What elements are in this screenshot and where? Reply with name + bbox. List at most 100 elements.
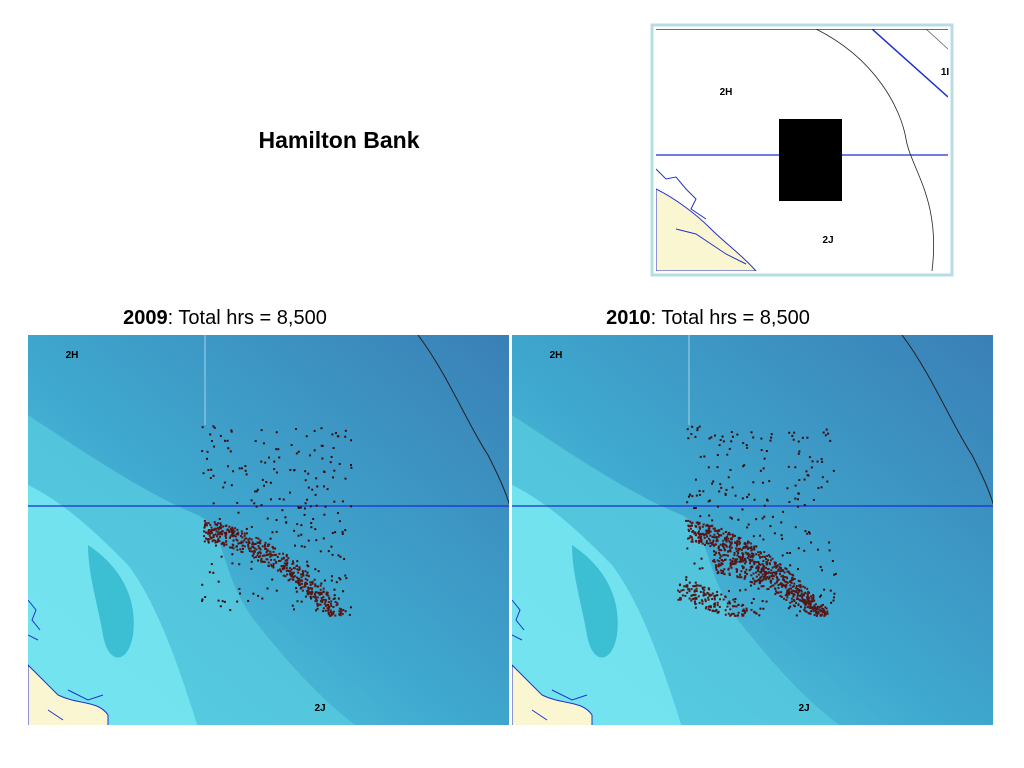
effort-dot: [713, 596, 716, 599]
effort-dot: [760, 575, 763, 578]
effort-dot: [679, 583, 682, 586]
effort-dot: [215, 544, 218, 547]
effort-dot: [749, 584, 752, 587]
effort-dot: [292, 578, 295, 581]
effort-dot: [746, 573, 749, 576]
effort-dot: [265, 547, 268, 550]
effort-dot: [694, 435, 697, 438]
effort-dot: [782, 578, 785, 581]
effort-dot: [275, 448, 278, 451]
effort-dot: [689, 527, 692, 530]
effort-dot: [740, 549, 743, 552]
effort-dot: [826, 480, 829, 483]
effort-dot: [685, 519, 688, 522]
effort-dot: [691, 594, 694, 597]
effort-dot: [694, 581, 697, 584]
effort-dot: [731, 612, 734, 615]
effort-dot: [817, 487, 820, 490]
effort-dot: [757, 554, 760, 557]
effort-dot: [306, 560, 309, 563]
effort-dot: [750, 601, 753, 604]
effort-dot: [749, 568, 752, 571]
effort-dot: [783, 579, 786, 582]
effort-dot: [260, 460, 263, 463]
effort-dot: [304, 470, 307, 473]
effort-dot: [343, 557, 346, 560]
effort-dot: [798, 610, 801, 613]
effort-dot: [784, 586, 787, 589]
effort-dot: [722, 546, 725, 549]
effort-dot: [825, 607, 828, 610]
effort-dot: [694, 593, 697, 596]
coast: [512, 599, 588, 721]
effort-dot: [717, 565, 720, 568]
effort-dot: [774, 561, 777, 564]
effort-dot: [236, 539, 239, 542]
effort-dot: [711, 519, 714, 522]
effort-dot: [316, 599, 319, 602]
effort-dot: [750, 545, 753, 548]
effort-dot: [716, 594, 719, 597]
effort-dot: [253, 556, 256, 559]
effort-dot: [803, 549, 806, 552]
effort-dot: [300, 545, 303, 548]
effort-dot: [284, 575, 287, 578]
effort-dot: [817, 612, 820, 615]
map-body: [28, 335, 509, 725]
effort-dot: [275, 553, 278, 556]
effort-dot: [214, 541, 217, 544]
effort-dot: [214, 523, 217, 526]
effort-dot: [709, 539, 712, 542]
effort-dot: [724, 609, 727, 612]
effort-dot: [826, 610, 829, 613]
effort-dot: [804, 591, 807, 594]
effort-dot: [711, 543, 714, 546]
effort-dot: [806, 596, 809, 599]
effort-dot: [319, 584, 322, 587]
effort-dot: [255, 505, 258, 508]
effort-dot: [330, 600, 333, 603]
effort-dot: [303, 545, 306, 548]
effort-dot: [286, 562, 289, 565]
effort-dot: [819, 594, 822, 597]
effort-dot: [693, 597, 696, 600]
effort-dot: [809, 595, 812, 598]
effort-dot: [690, 522, 693, 525]
effort-dot: [318, 593, 321, 596]
effort-dot: [307, 575, 310, 578]
effort-dot: [305, 582, 308, 585]
effort-dot: [217, 528, 220, 531]
effort-dot: [729, 565, 732, 568]
effort-dot: [222, 542, 225, 545]
effort-dot: [783, 571, 786, 574]
effort-dot: [710, 541, 713, 544]
effort-dot: [758, 581, 761, 584]
effort-dot: [313, 429, 316, 432]
effort-dot: [708, 437, 711, 440]
effort-dot: [818, 606, 821, 609]
effort-dot: [767, 577, 770, 580]
effort-dot: [740, 560, 743, 563]
effort-dot: [238, 542, 241, 545]
effort-dot: [699, 535, 702, 538]
effort-dot: [241, 547, 244, 550]
effort-dot: [729, 541, 732, 544]
effort-dot: [300, 582, 303, 585]
effort-dot: [791, 576, 794, 579]
effort-dot: [693, 562, 696, 565]
effort-dot: [701, 586, 704, 589]
effort-dot: [753, 561, 756, 564]
effort-dot: [801, 436, 804, 439]
effort-dot: [701, 602, 704, 605]
effort-dot: [759, 556, 762, 559]
effort-dot: [687, 437, 690, 440]
effort-dot: [235, 532, 238, 535]
effort-dot: [756, 565, 759, 568]
effort-dot: [821, 476, 824, 479]
effort-dot: [782, 577, 785, 580]
effort-dot: [813, 613, 816, 616]
effort-dot: [244, 537, 247, 540]
effort-dot: [210, 528, 213, 531]
effort-dot: [738, 543, 741, 546]
effort-dot: [797, 547, 800, 550]
